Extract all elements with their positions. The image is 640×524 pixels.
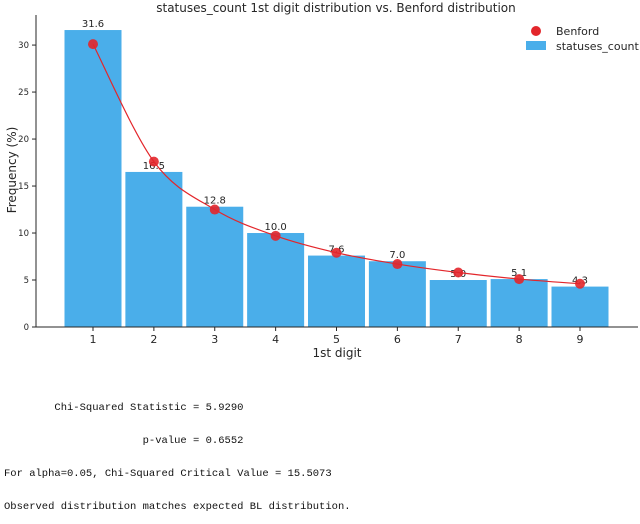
benford-point-digit-1	[88, 39, 98, 50]
chi-squared-summary: Chi-Squared Statistic = 5.9290 p-value =…	[4, 381, 351, 524]
bar-value-label: 31.6	[82, 19, 104, 30]
y-tick-label: 20	[18, 135, 29, 145]
benford-series	[88, 39, 585, 289]
x-tick-label: 8	[516, 333, 523, 346]
y-tick-label: 15	[18, 182, 29, 192]
x-axis-ticks: 1 2 3 4 5 6 7 8 9	[90, 327, 584, 346]
benford-point-digit-9	[575, 278, 585, 289]
bar-series	[64, 30, 609, 327]
x-tick-label: 5	[333, 333, 340, 346]
benford-chart: statuses_count 1st digit distribution vs…	[5, 1, 640, 360]
bar-digit-5	[308, 255, 365, 327]
x-tick-label: 9	[577, 333, 584, 346]
y-tick-label: 10	[18, 229, 29, 239]
legend-benford-label: Benford	[556, 25, 599, 38]
conclusion-line: Observed distribution matches expected B…	[4, 501, 351, 513]
legend-statuses-label: statuses_count	[556, 40, 640, 53]
x-tick-label: 4	[272, 333, 279, 346]
bar-digit-8	[490, 279, 548, 327]
chi-squared-statistic-line: Chi-Squared Statistic = 5.9290	[4, 402, 244, 414]
chart-title: statuses_count 1st digit distribution vs…	[156, 1, 516, 15]
p-value-line: p-value = 0.6552	[4, 435, 244, 447]
benford-point-digit-6	[392, 259, 403, 270]
y-tick-label: 0	[24, 323, 29, 333]
y-tick-label: 25	[18, 88, 29, 98]
x-tick-label: 2	[150, 333, 157, 346]
benford-point-digit-3	[209, 204, 220, 215]
legend: Benford statuses_count	[526, 25, 640, 53]
benford-point-digit-8	[514, 274, 525, 285]
legend-benford-marker	[531, 26, 541, 36]
bar-digit-3	[186, 206, 244, 327]
benford-point-digit-7	[453, 267, 464, 278]
bar-digit-4	[247, 233, 305, 327]
y-tick-label: 30	[18, 41, 29, 51]
x-tick-label: 7	[455, 333, 462, 346]
bar-digit-7	[429, 280, 487, 327]
x-tick-label: 1	[90, 333, 97, 346]
y-axis-label: Frequency (%)	[5, 127, 19, 214]
bar-digit-2	[125, 171, 183, 327]
bar-digit-1	[64, 30, 122, 327]
bar-value-label: 5.1	[511, 268, 527, 279]
y-axis-ticks: 0 5 10 15 20 25 30	[18, 41, 36, 333]
y-tick-label: 5	[24, 276, 29, 286]
benford-point-digit-4	[270, 230, 281, 241]
x-tick-label: 3	[211, 333, 218, 346]
legend-statuses-swatch	[526, 41, 546, 50]
bar-value-label: 12.8	[204, 196, 226, 207]
benford-point-digit-2	[148, 156, 159, 167]
x-axis-label: 1st digit	[312, 346, 361, 360]
bar-value-label: 10.0	[264, 222, 286, 233]
bar-digit-9	[551, 286, 609, 327]
bar-value-label: 7.0	[389, 250, 405, 261]
critical-value-line: For alpha=0.05, Chi-Squared Critical Val…	[4, 468, 332, 480]
x-tick-label: 6	[394, 333, 401, 346]
bar-digit-6	[368, 261, 426, 327]
benford-point-digit-5	[331, 247, 342, 258]
